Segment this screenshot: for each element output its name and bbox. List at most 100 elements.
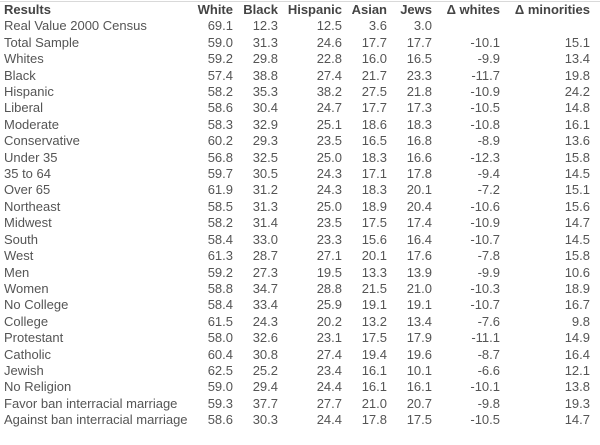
value-cell: 17.3 bbox=[406, 100, 432, 116]
row-label: Black bbox=[4, 67, 36, 83]
table-row: Against ban interracial marriage 58.6 30.3… bbox=[0, 412, 600, 428]
value-cell: 59.0 bbox=[207, 34, 233, 50]
value-cell: 17.4 bbox=[406, 215, 432, 231]
value-cell: 18.6 bbox=[361, 116, 387, 132]
value-cell: 58.6 bbox=[207, 100, 233, 116]
value-cell: 24.3 bbox=[316, 182, 342, 198]
value-cell: -10.9 bbox=[470, 84, 500, 100]
table-row: No College 58.4 33.4 25.9 19.1 19.1 -10.7 16.7 bbox=[0, 297, 600, 313]
table-body: Real Value 2000 Census 69.1 12.3 12.5 3.6 3.0… bbox=[0, 18, 600, 428]
value-cell: 30.3 bbox=[252, 412, 278, 428]
value-cell: 61.9 bbox=[207, 182, 233, 198]
row-label: West bbox=[4, 248, 34, 264]
value-cell: 32.5 bbox=[252, 149, 278, 165]
value-cell: 18.9 bbox=[361, 198, 387, 214]
value-cell: 30.5 bbox=[252, 166, 278, 182]
value-cell: 14.5 bbox=[564, 231, 590, 247]
value-cell: -8.7 bbox=[477, 346, 500, 362]
value-cell: 59.0 bbox=[207, 379, 233, 395]
value-cell: -9.9 bbox=[477, 51, 500, 67]
value-cell: 16.4 bbox=[406, 231, 432, 247]
value-cell: 59.2 bbox=[207, 264, 233, 280]
row-label: Real Value 2000 Census bbox=[4, 18, 147, 34]
value-cell: 27.7 bbox=[316, 395, 342, 411]
value-cell: 58.4 bbox=[207, 231, 233, 247]
value-cell: 19.6 bbox=[406, 346, 432, 362]
table-row: South 58.4 33.0 23.3 15.6 16.4 -10.7 14.5 bbox=[0, 232, 600, 248]
value-cell: -9.4 bbox=[477, 166, 500, 182]
value-cell: 57.4 bbox=[207, 67, 233, 83]
row-label: 35 to 64 bbox=[4, 166, 51, 182]
table-row: College 61.5 24.3 20.2 13.2 13.4 -7.6 9.8 bbox=[0, 314, 600, 330]
value-cell: 21.8 bbox=[406, 84, 432, 100]
value-cell: 15.1 bbox=[564, 34, 590, 50]
value-cell: 58.8 bbox=[207, 280, 233, 296]
column-header--whites: Δ whites bbox=[446, 2, 500, 17]
value-cell: 13.8 bbox=[564, 379, 590, 395]
value-cell: 58.4 bbox=[207, 297, 233, 313]
value-cell: -10.7 bbox=[470, 231, 500, 247]
value-cell: 3.0 bbox=[413, 18, 432, 34]
table-row: Catholic 60.4 30.8 27.4 19.4 19.6 -8.7 16.4 bbox=[0, 347, 600, 363]
value-cell: 23.5 bbox=[316, 133, 342, 149]
value-cell: -10.6 bbox=[470, 198, 500, 214]
value-cell: 21.0 bbox=[361, 395, 387, 411]
value-cell: 17.9 bbox=[406, 330, 432, 346]
value-cell: 10.6 bbox=[564, 264, 590, 280]
value-cell: 16.8 bbox=[406, 133, 432, 149]
row-label: Liberal bbox=[4, 100, 44, 116]
value-cell: 37.7 bbox=[252, 395, 278, 411]
value-cell: 32.6 bbox=[252, 330, 278, 346]
value-cell: -10.8 bbox=[470, 116, 500, 132]
value-cell: -8.9 bbox=[477, 133, 500, 149]
value-cell: -10.1 bbox=[470, 34, 500, 50]
value-cell: 14.5 bbox=[564, 166, 590, 182]
value-cell: 19.4 bbox=[361, 346, 387, 362]
value-cell: 17.8 bbox=[406, 166, 432, 182]
value-cell: 16.5 bbox=[361, 133, 387, 149]
value-cell: 62.5 bbox=[207, 362, 233, 378]
value-cell: 15.8 bbox=[564, 149, 590, 165]
row-label: No Religion bbox=[4, 379, 72, 395]
row-label: Whites bbox=[4, 51, 44, 67]
value-cell: -7.8 bbox=[477, 248, 500, 264]
value-cell: 24.4 bbox=[316, 412, 342, 428]
value-cell: 58.3 bbox=[207, 116, 233, 132]
value-cell: 12.3 bbox=[252, 18, 278, 34]
value-cell: -11.1 bbox=[471, 330, 500, 346]
value-cell: 16.1 bbox=[361, 362, 387, 378]
value-cell: 58.5 bbox=[207, 198, 233, 214]
value-cell: 14.7 bbox=[564, 215, 590, 231]
value-cell: 32.9 bbox=[252, 116, 278, 132]
value-cell: -10.7 bbox=[470, 297, 500, 313]
table-row: No Religion 59.0 29.4 24.4 16.1 16.1 -10.1 13.8 bbox=[0, 379, 600, 395]
value-cell: 58.6 bbox=[207, 412, 233, 428]
value-cell: 12.5 bbox=[316, 18, 342, 34]
column-header-asian: Asian bbox=[351, 2, 387, 17]
column-header-hispanic: Hispanic bbox=[287, 2, 342, 17]
row-label: Against ban interracial marriage bbox=[4, 412, 188, 428]
table-row: Over 65 61.9 31.2 24.3 18.3 20.1 -7.2 15.1 bbox=[0, 182, 600, 198]
value-cell: 16.6 bbox=[406, 149, 432, 165]
value-cell: 9.8 bbox=[571, 313, 590, 329]
value-cell: 38.8 bbox=[252, 67, 278, 83]
value-cell: 61.3 bbox=[207, 248, 233, 264]
value-cell: 30.4 bbox=[252, 100, 278, 116]
value-cell: 17.7 bbox=[361, 34, 387, 50]
value-cell: 16.1 bbox=[361, 379, 387, 395]
value-cell: 56.8 bbox=[207, 149, 233, 165]
value-cell: 23.3 bbox=[406, 67, 432, 83]
value-cell: 24.7 bbox=[316, 100, 342, 116]
value-cell: 14.9 bbox=[564, 330, 590, 346]
value-cell: 20.1 bbox=[361, 248, 387, 264]
value-cell: 18.9 bbox=[564, 280, 590, 296]
row-label: Midwest bbox=[4, 215, 52, 231]
column-header--minorities: Δ minorities bbox=[514, 2, 590, 17]
value-cell: -9.8 bbox=[477, 395, 500, 411]
value-cell: 10.1 bbox=[406, 362, 432, 378]
value-cell: 3.6 bbox=[368, 18, 387, 34]
value-cell: 29.3 bbox=[252, 133, 278, 149]
value-cell: -9.9 bbox=[477, 264, 500, 280]
value-cell: 14.8 bbox=[564, 100, 590, 116]
value-cell: 30.8 bbox=[252, 346, 278, 362]
